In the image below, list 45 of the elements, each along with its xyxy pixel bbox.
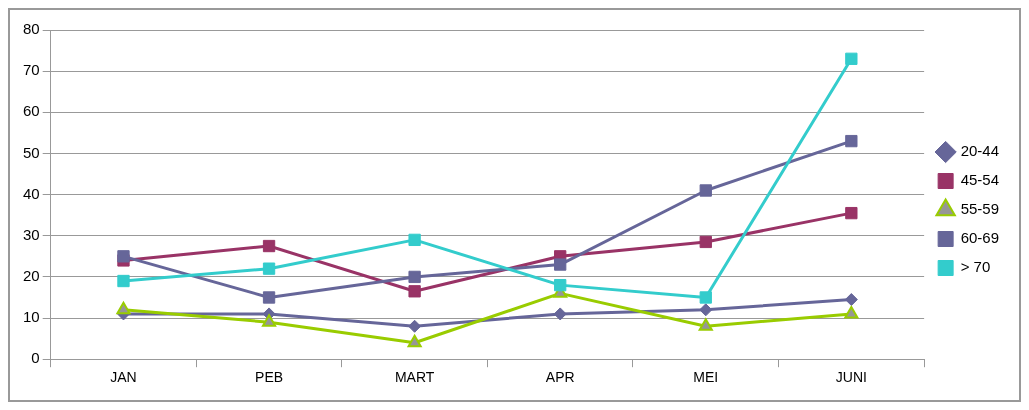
point (407, 334, 422, 348)
legend-label: 45-54 (960, 171, 1000, 189)
x-tick-label: APR (545, 369, 575, 386)
y-tick-label: 50 (23, 143, 40, 161)
y-tick-label: 20 (23, 267, 40, 285)
point (845, 206, 858, 220)
x-tick-label: MEI (693, 369, 719, 386)
point (845, 134, 858, 148)
point (698, 318, 713, 331)
legend-label: 20-44 (960, 142, 1000, 160)
y-tick-label: 60 (23, 102, 40, 120)
point (699, 235, 712, 249)
point (262, 291, 276, 304)
legend-label: > 70 (960, 258, 991, 276)
point (408, 233, 421, 247)
point (699, 303, 713, 317)
point (408, 285, 421, 298)
point (117, 274, 130, 288)
y-tick-label: 10 (23, 308, 40, 326)
point (699, 291, 712, 304)
point (117, 250, 130, 263)
x-tick-label: JUNI (835, 369, 867, 386)
y-tick-label: 30 (23, 225, 40, 243)
point (408, 319, 422, 333)
point (553, 307, 567, 321)
legend-label: 60-69 (960, 229, 1000, 247)
point (845, 52, 858, 65)
point (554, 258, 567, 271)
legend-label: 55-59 (960, 200, 1000, 218)
point (844, 305, 859, 319)
point (408, 270, 421, 284)
y-tick-label: 40 (23, 184, 40, 202)
x-tick-label: MART (394, 369, 435, 386)
point (844, 293, 858, 307)
point (261, 314, 277, 327)
y-tick-label: 70 (23, 61, 40, 79)
point (554, 278, 567, 292)
point (262, 262, 276, 275)
y-tick-label: 0 (31, 349, 40, 367)
point (262, 239, 276, 253)
point (116, 301, 131, 315)
x-tick-label: PEB (255, 369, 284, 386)
point (699, 184, 712, 197)
y-tick-label: 80 (23, 20, 40, 38)
x-tick-label: JAN (110, 369, 137, 386)
